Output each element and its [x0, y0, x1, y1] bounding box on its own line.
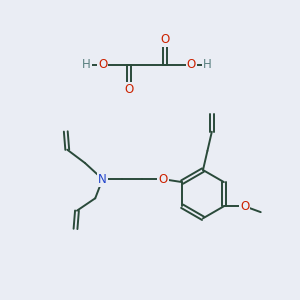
Text: H: H	[203, 58, 212, 71]
Text: H: H	[82, 58, 91, 71]
Text: N: N	[98, 172, 107, 186]
Text: O: O	[160, 33, 169, 46]
Text: O: O	[125, 83, 134, 96]
Text: O: O	[187, 58, 196, 71]
Text: O: O	[158, 172, 168, 186]
Text: O: O	[98, 58, 107, 71]
Text: O: O	[240, 200, 249, 213]
